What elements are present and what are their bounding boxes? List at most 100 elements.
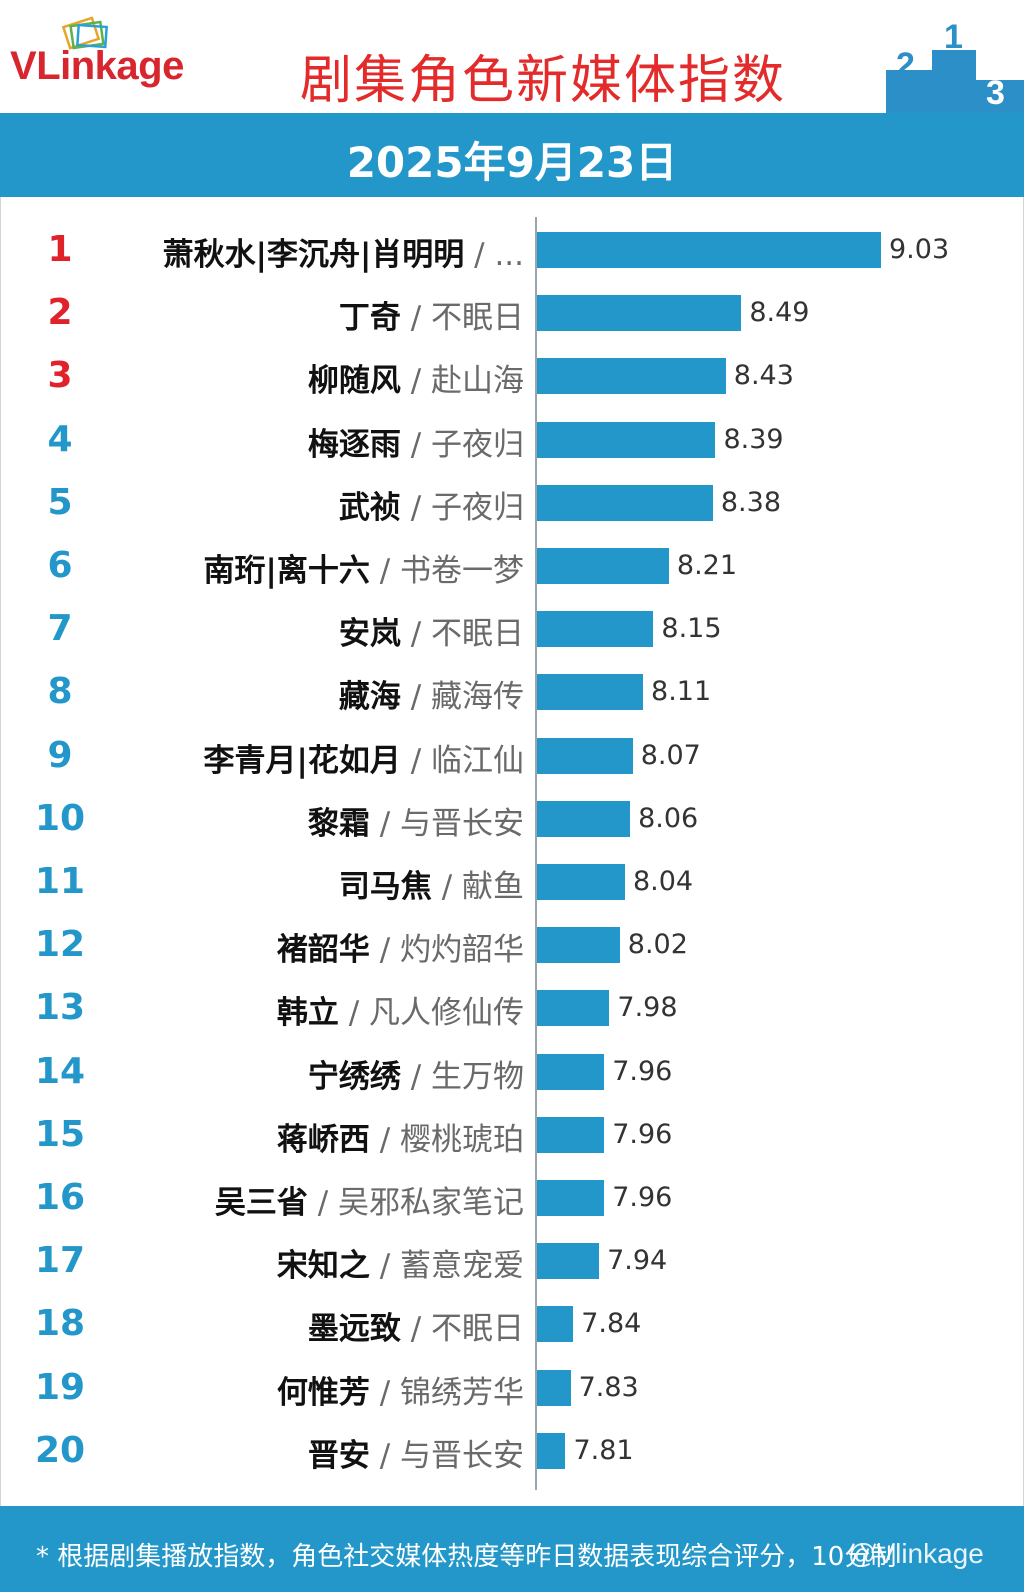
value-label: 8.38 — [720, 486, 781, 518]
rank-number: 2 — [47, 292, 73, 334]
show-title: 樱桃琥珀 — [400, 1121, 524, 1158]
character-name: 梅逐雨 — [307, 426, 401, 463]
label-separator: / — [369, 553, 400, 589]
chart-row: 18 墨远致 / 不眠日 7.84 — [0, 1289, 1024, 1352]
label-separator: / — [400, 489, 431, 526]
chart-row: 20 晋安 / 与晋长安 7.81 — [0, 1416, 1024, 1479]
row-label: 宁绣绣 / 生万物 — [308, 1051, 524, 1096]
value-label: 7.96 — [612, 1118, 673, 1150]
label-separator: / — [307, 1185, 338, 1221]
value-label: 8.49 — [749, 297, 810, 329]
chart-row: 14 宁绣绣 / 生万物 7.96 — [0, 1037, 1024, 1100]
show-title: 藏海传 — [431, 679, 524, 716]
character-name: 安岚 — [338, 616, 401, 653]
value-label: 8.21 — [676, 550, 738, 581]
label-separator: / — [400, 1311, 431, 1348]
rank-number: 15 — [34, 1113, 86, 1155]
chart-row: 13 韩立 / 凡人修仙传 7.98 — [0, 973, 1024, 1036]
header: VLinkage 剧集角色新媒体指数 2 1 3 — [0, 0, 1024, 113]
chart-row: 5 武祯 / 子夜归 8.38 — [0, 468, 1024, 531]
label-separator: / — [369, 1121, 400, 1158]
show-title: 与晋长安 — [400, 1437, 524, 1474]
value-label: 7.84 — [581, 1308, 642, 1340]
show-title: 不眠日 — [431, 1311, 524, 1348]
value-label: 8.02 — [627, 929, 688, 961]
value-label: 7.96 — [612, 1182, 673, 1213]
value-bar — [537, 295, 742, 332]
row-label: 韩立 / 凡人修仙传 — [277, 987, 524, 1032]
value-bar — [537, 421, 716, 458]
chart-row: 16 吴三省 / 吴邪私家笔记 7.96 — [0, 1163, 1024, 1226]
label-separator: / — [464, 237, 495, 273]
rank-number: 16 — [34, 1177, 86, 1218]
label-separator: / — [400, 1058, 431, 1095]
row-label: 梅逐雨 / 子夜归 — [308, 419, 524, 464]
character-name: 藏海 — [338, 679, 401, 716]
value-bar — [537, 800, 631, 837]
character-name: 李青月|花如月 — [203, 742, 401, 779]
label-separator: / — [400, 300, 431, 337]
show-title: 子夜归 — [431, 489, 524, 526]
character-name: 墨远致 — [307, 1311, 401, 1348]
svg-text:2: 2 — [896, 46, 915, 84]
value-bar — [537, 358, 726, 395]
value-bar — [537, 1116, 605, 1153]
value-bar — [537, 1432, 566, 1469]
show-title: ... — [494, 237, 524, 273]
rank-number: 17 — [34, 1240, 86, 1282]
row-label: 南珩|离十六 / 书卷一梦 — [204, 545, 524, 590]
rank-number: 13 — [34, 987, 86, 1029]
date-band: 2025年9月23日 — [0, 113, 1024, 197]
rank-number: 7 — [47, 608, 73, 650]
label-separator: / — [369, 805, 400, 842]
character-name: 蒋峤西 — [276, 1121, 370, 1158]
value-label: 7.81 — [573, 1434, 634, 1466]
show-title: 子夜归 — [431, 426, 524, 463]
row-label: 萧秋水|李沉舟|肖明明 / ... — [163, 229, 524, 274]
value-bar — [537, 232, 881, 268]
chart-row: 8 藏海 / 藏海传 8.11 — [0, 657, 1024, 720]
row-label: 丁奇 / 不眠日 — [339, 292, 524, 337]
show-title: 不眠日 — [431, 300, 524, 337]
row-label: 宋知之 / 蓄意宠爱 — [277, 1240, 524, 1285]
label-separator: / — [400, 616, 431, 653]
show-title: 生万物 — [431, 1058, 524, 1095]
label-separator: / — [400, 742, 431, 779]
value-label: 9.03 — [889, 234, 950, 265]
show-title: 锦绣芳华 — [400, 1374, 524, 1411]
svg-text:3: 3 — [986, 74, 1005, 112]
chart-row: 9 李青月|花如月 / 临江仙 8.07 — [0, 721, 1024, 784]
row-label: 藏海 / 藏海传 — [339, 671, 524, 716]
show-title: 临江仙 — [431, 742, 524, 779]
character-name: 何惟芳 — [276, 1374, 370, 1411]
label-separator: / — [338, 995, 369, 1032]
chart-row: 2 丁奇 / 不眠日 8.49 — [0, 278, 1024, 341]
character-name: 南珩|离十六 — [203, 553, 370, 589]
row-label: 黎霜 / 与晋长安 — [308, 798, 524, 843]
row-label: 墨远致 / 不眠日 — [308, 1303, 524, 1348]
chart-row: 15 蒋峤西 / 樱桃琥珀 7.96 — [0, 1100, 1024, 1163]
value-bar — [537, 674, 644, 711]
show-title: 书卷一梦 — [400, 553, 524, 589]
rank-number: 19 — [34, 1366, 86, 1408]
character-name: 宋知之 — [276, 1248, 370, 1285]
value-bar — [537, 864, 625, 900]
value-label: 7.98 — [617, 992, 678, 1024]
chart-date: 2025年9月23日 — [346, 138, 678, 187]
ranking-chart: 1 萧秋水|李沉舟|肖明明 / ... 9.03 2 丁奇 / 不眠日 8.49 3 柳随风 … — [0, 197, 1024, 1497]
value-label: 8.43 — [733, 360, 794, 392]
label-separator: / — [369, 1437, 400, 1474]
label-separator: / — [431, 869, 462, 905]
rank-number: 8 — [47, 671, 73, 713]
chart-row: 4 梅逐雨 / 子夜归 8.39 — [0, 405, 1024, 468]
value-label: 8.07 — [640, 739, 701, 771]
value-label: 8.15 — [661, 613, 722, 645]
character-name: 萧秋水|李沉舟|肖明明 — [162, 237, 465, 273]
character-name: 宁绣绣 — [307, 1058, 401, 1095]
row-label: 蒋峤西 / 樱桃琥珀 — [277, 1114, 524, 1159]
axis-line — [535, 217, 537, 1490]
rank-number: 6 — [47, 545, 73, 586]
svg-text:1: 1 — [944, 18, 963, 56]
chart-row: 19 何惟芳 / 锦绣芳华 7.83 — [0, 1353, 1024, 1416]
footer: * 根据剧集播放指数，角色社交媒体热度等昨日数据表现综合评分，10分制 @Vli… — [0, 1506, 1024, 1592]
